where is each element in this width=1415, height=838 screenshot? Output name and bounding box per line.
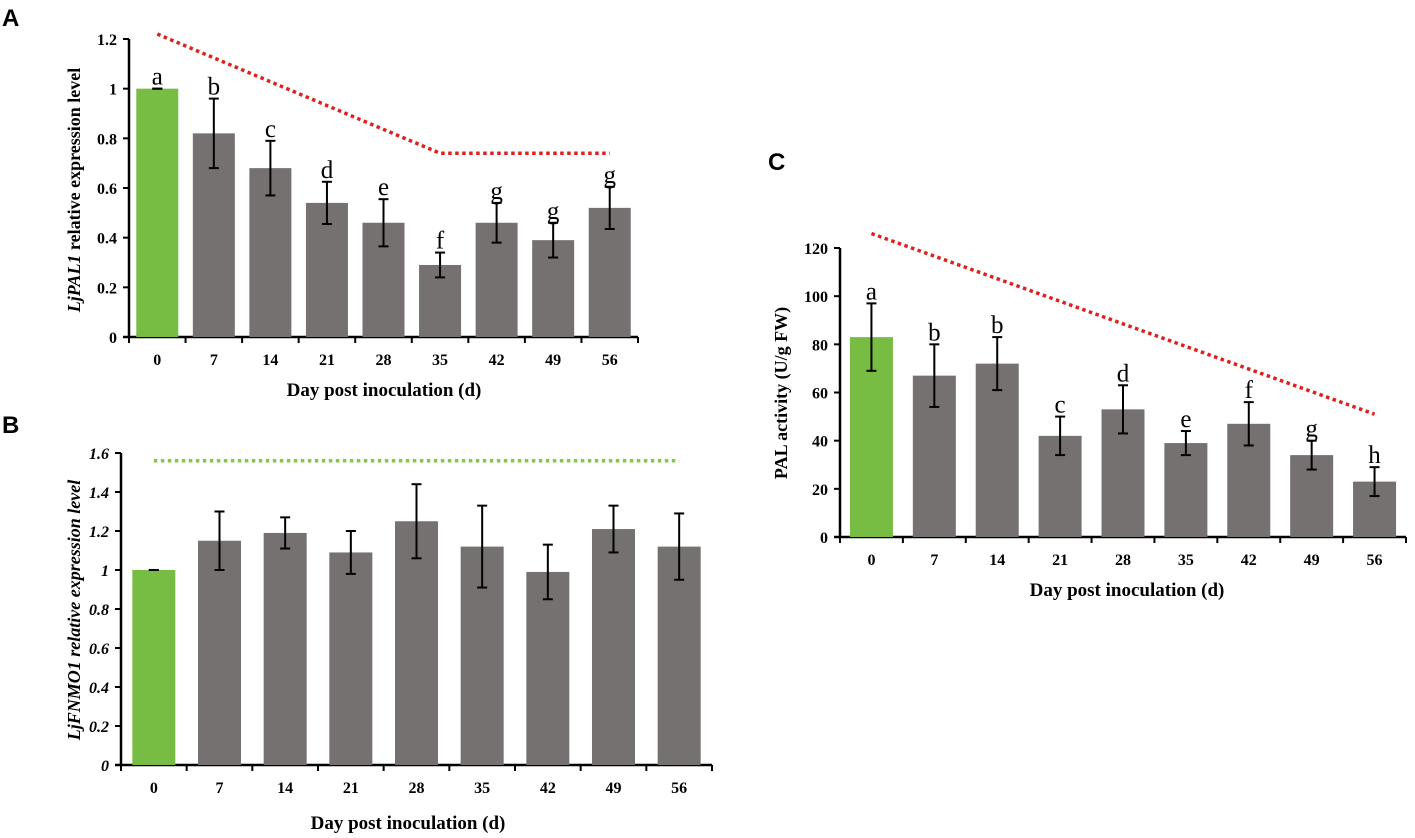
x-axis-label-c: Day post inoculation (d) bbox=[1030, 580, 1225, 601]
x-tick-label-b: 56 bbox=[671, 780, 687, 797]
y-tick-label-c: 20 bbox=[812, 482, 828, 499]
x-tick-label-a: 28 bbox=[376, 352, 392, 369]
x-tick-label-c: 0 bbox=[867, 552, 875, 569]
x-axis-label-a: Day post inoculation (d) bbox=[287, 380, 482, 401]
trend-line-c bbox=[870, 231, 1376, 416]
y-tick-label-a: 0.8 bbox=[97, 131, 117, 148]
x-tick-label-b: 28 bbox=[409, 780, 425, 797]
x-tick-label-c: 21 bbox=[1052, 552, 1068, 569]
y-axis-label-text-a: relative expression level bbox=[64, 68, 84, 255]
x-tick-label-c: 7 bbox=[930, 552, 938, 569]
x-tick-label-a: 14 bbox=[262, 352, 278, 369]
y-tick-label-a: 1 bbox=[109, 82, 117, 99]
y-axis-label-text-c: PAL activity (U/g FW) bbox=[771, 307, 792, 479]
bar-c-35 bbox=[1164, 443, 1208, 537]
bar-a-0 bbox=[136, 88, 179, 338]
x-tick-label-b: 21 bbox=[343, 780, 359, 797]
panel-letter-b: B bbox=[2, 412, 19, 439]
y-tick-label-b: 0.2 bbox=[89, 719, 109, 736]
bar-b-28 bbox=[395, 521, 438, 765]
y-tick-label-a: 0.4 bbox=[97, 231, 117, 248]
y-tick-label-b: 1.2 bbox=[89, 524, 109, 541]
y-axis-label-b: LjFNMO1 relative expression level bbox=[64, 480, 84, 741]
y-tick-label-b: 0.8 bbox=[89, 602, 109, 619]
y-tick-label-a: 0 bbox=[109, 330, 117, 347]
panel-b: B LjFNMO1 relative expression level Day … bbox=[2, 412, 713, 834]
y-tick-label-c: 120 bbox=[804, 241, 828, 258]
y-tick-label-c: 40 bbox=[812, 434, 828, 451]
y-tick-label-c: 60 bbox=[812, 386, 828, 403]
x-tick-label-a: 56 bbox=[602, 352, 618, 369]
significance-letter-c: c bbox=[1055, 392, 1066, 419]
y-tick-label-c: 100 bbox=[804, 289, 828, 306]
significance-letter-a: d bbox=[321, 157, 334, 184]
y-axis-label-gene-a: LjPAL1 bbox=[64, 255, 84, 314]
x-tick-label-c: 56 bbox=[1367, 552, 1383, 569]
x-tick-label-b: 35 bbox=[474, 780, 490, 797]
panel-a: A LjPAL1 relative expression level Day p… bbox=[2, 5, 639, 401]
significance-letter-a: c bbox=[265, 116, 276, 143]
bar-a-21 bbox=[305, 202, 348, 337]
y-tick-label-b: 0 bbox=[101, 758, 109, 775]
x-axis-label-b: Day post inoculation (d) bbox=[311, 813, 506, 834]
significance-letter-c: h bbox=[1368, 442, 1381, 469]
x-tick-label-b: 49 bbox=[606, 780, 622, 797]
x-tick-label-b: 0 bbox=[150, 780, 158, 797]
x-tick-label-a: 0 bbox=[153, 352, 161, 369]
y-tick-label-c: 80 bbox=[812, 337, 828, 354]
y-tick-label-b: 0.6 bbox=[89, 641, 109, 658]
y-tick-label-b: 0.4 bbox=[89, 680, 109, 697]
significance-letter-a: g bbox=[490, 178, 503, 205]
x-tick-label-c: 28 bbox=[1115, 552, 1131, 569]
y-tick-label-a: 0.2 bbox=[97, 280, 117, 297]
significance-letter-a: g bbox=[547, 198, 560, 225]
bar-c-14 bbox=[975, 363, 1019, 537]
x-tick-label-c: 35 bbox=[1178, 552, 1194, 569]
bar-b-42 bbox=[526, 571, 570, 765]
bar-b-49 bbox=[592, 529, 635, 765]
bar-b-0 bbox=[132, 570, 176, 765]
x-tick-label-a: 7 bbox=[210, 352, 218, 369]
y-axis-label-a: LjPAL1 relative expression level bbox=[64, 68, 84, 313]
x-tick-label-c: 14 bbox=[989, 552, 1005, 569]
bar-b-56 bbox=[657, 546, 701, 765]
significance-letter-a: e bbox=[378, 174, 389, 201]
significance-letter-a: g bbox=[603, 162, 616, 189]
significance-letter-c: b bbox=[991, 312, 1004, 339]
significance-letter-c: b bbox=[928, 319, 941, 346]
panel-c: C PAL activity (U/g FW) Day post inocula… bbox=[768, 149, 1407, 601]
significance-letter-c: f bbox=[1245, 377, 1254, 404]
x-tick-label-b: 14 bbox=[277, 780, 293, 797]
y-tick-label-a: 1.2 bbox=[97, 32, 117, 49]
x-tick-label-b: 42 bbox=[540, 780, 556, 797]
panel-letter-c: C bbox=[768, 149, 785, 176]
y-axis-label-gene-b: LjFNMO1 relative expression level bbox=[64, 480, 84, 741]
y-tick-label-b: 1.6 bbox=[89, 446, 109, 463]
x-tick-label-c: 49 bbox=[1304, 552, 1320, 569]
x-tick-label-a: 35 bbox=[432, 352, 448, 369]
panel-letter-a: A bbox=[2, 5, 19, 32]
significance-letter-c: e bbox=[1180, 406, 1191, 433]
significance-letter-c: g bbox=[1305, 416, 1318, 443]
x-tick-label-a: 21 bbox=[319, 352, 335, 369]
bar-b-7 bbox=[198, 540, 241, 765]
significance-letter-c: a bbox=[866, 278, 877, 305]
x-tick-label-a: 42 bbox=[489, 352, 505, 369]
significance-letter-a: b bbox=[208, 74, 221, 101]
bar-b-21 bbox=[329, 552, 373, 765]
y-tick-label-b: 1.4 bbox=[89, 485, 109, 502]
bar-b-14 bbox=[263, 532, 307, 765]
y-tick-label-a: 0.6 bbox=[97, 181, 117, 198]
significance-letter-c: d bbox=[1117, 360, 1130, 387]
significance-letter-a: a bbox=[152, 64, 163, 91]
significance-letter-a: f bbox=[436, 228, 445, 255]
y-tick-label-b: 1 bbox=[101, 563, 109, 580]
x-tick-label-a: 49 bbox=[545, 352, 561, 369]
y-tick-label-c: 0 bbox=[820, 530, 828, 547]
x-tick-label-c: 42 bbox=[1241, 552, 1257, 569]
x-tick-label-b: 7 bbox=[216, 780, 224, 797]
y-axis-label-c: PAL activity (U/g FW) bbox=[771, 307, 792, 479]
